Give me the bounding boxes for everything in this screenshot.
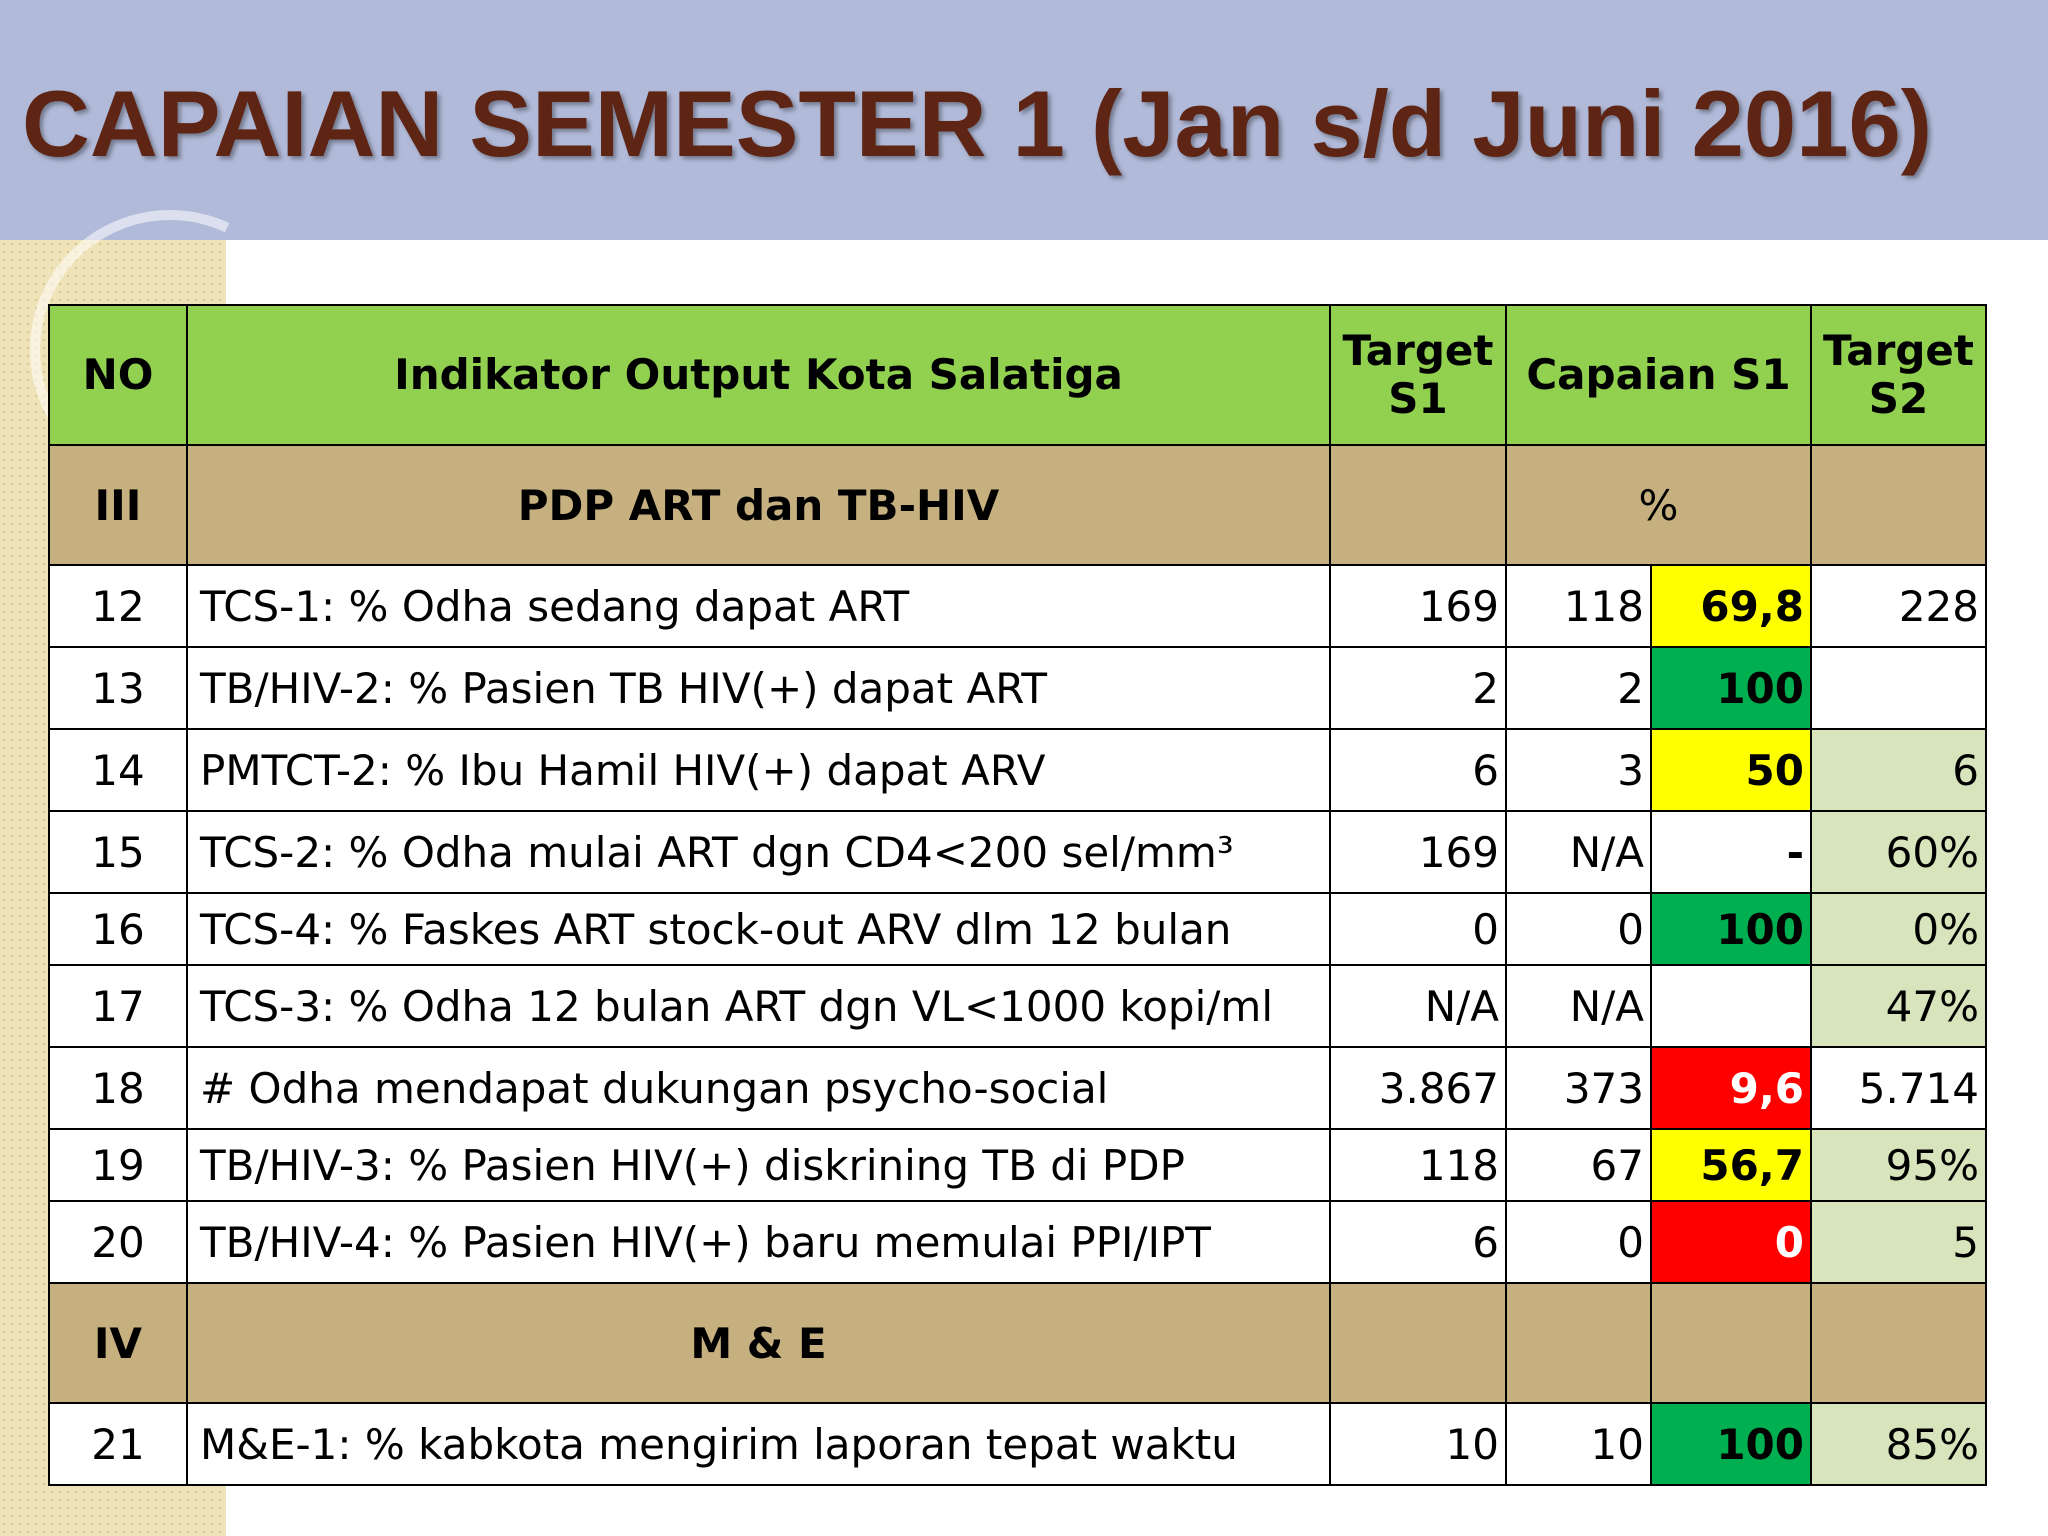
- row-no-cell: 20: [48, 1200, 188, 1284]
- row-no-cell: 15: [48, 810, 188, 894]
- row-target-s2-cell: 47%: [1810, 964, 1987, 1048]
- col-header-indicator: Indikator Output Kota Salatiga: [186, 304, 1331, 446]
- row-target-s1-cell: 169: [1329, 564, 1507, 648]
- row-target-s2-cell: 228: [1810, 564, 1987, 648]
- section-pct-label: %: [1505, 444, 1812, 566]
- table-row: 16 TCS-4: % Faskes ART stock-out ARV dlm …: [48, 892, 1987, 966]
- section-empty-cell: [1650, 1282, 1812, 1404]
- row-indicator-cell: # Odha mendapat dukungan psycho-social: [186, 1046, 1331, 1130]
- header-band: [0, 0, 2048, 240]
- row-percent-cell: 50: [1650, 728, 1812, 812]
- row-target-s2-cell: [1810, 646, 1987, 730]
- col-header-target-s1-line2: S1: [1388, 374, 1448, 423]
- col-header-target-s1-line1: Target: [1342, 326, 1494, 375]
- section-row-iv: IV M & E: [48, 1282, 1987, 1404]
- row-target-s2-cell: 60%: [1810, 810, 1987, 894]
- row-indicator-cell: TB/HIV-2: % Pasien TB HIV(+) dapat ART: [186, 646, 1331, 730]
- table-row: 12 TCS-1: % Odha sedang dapat ART 169 118 69…: [48, 564, 1987, 648]
- section-empty-cell: [1810, 444, 1987, 566]
- section-no: IV: [48, 1282, 188, 1404]
- section-no: III: [48, 444, 188, 566]
- row-target-s1-cell: 6: [1329, 1200, 1507, 1284]
- row-indicator-cell: TCS-2: % Odha mulai ART dgn CD4<200 sel/…: [186, 810, 1331, 894]
- indicator-table: NO Indikator Output Kota Salatiga Target…: [48, 304, 1987, 1486]
- row-no-cell: 17: [48, 964, 188, 1048]
- row-capaian-cell: 118: [1505, 564, 1652, 648]
- row-indicator-cell: TB/HIV-4: % Pasien HIV(+) baru memulai P…: [186, 1200, 1331, 1284]
- row-capaian-cell: N/A: [1505, 964, 1652, 1048]
- row-percent-cell: 9,6: [1650, 1046, 1812, 1130]
- row-percent-cell: -: [1650, 810, 1812, 894]
- row-no-cell: 14: [48, 728, 188, 812]
- section-title: PDP ART dan TB-HIV: [186, 444, 1331, 566]
- row-capaian-cell: 67: [1505, 1128, 1652, 1202]
- section-empty-cell: [1329, 1282, 1507, 1404]
- row-no-cell: 13: [48, 646, 188, 730]
- row-percent-cell: 100: [1650, 1402, 1812, 1486]
- row-percent-cell: [1650, 964, 1812, 1048]
- col-header-capaian-s1: Capaian S1: [1505, 304, 1812, 446]
- row-percent-cell: 100: [1650, 892, 1812, 966]
- row-capaian-cell: 373: [1505, 1046, 1652, 1130]
- row-no-cell: 12: [48, 564, 188, 648]
- section-empty-cell: [1329, 444, 1507, 566]
- row-no-cell: 19: [48, 1128, 188, 1202]
- section-row-iii: III PDP ART dan TB-HIV %: [48, 444, 1987, 566]
- col-header-target-s2-line2: S2: [1868, 374, 1929, 423]
- row-capaian-cell: 2: [1505, 646, 1652, 730]
- row-indicator-cell: PMTCT-2: % Ibu Hamil HIV(+) dapat ARV: [186, 728, 1331, 812]
- row-capaian-cell: 0: [1505, 1200, 1652, 1284]
- col-header-target-s2-line1: Target: [1823, 326, 1974, 375]
- table-row: 13 TB/HIV-2: % Pasien TB HIV(+) dapat ART…: [48, 646, 1987, 730]
- table-row: 14 PMTCT-2: % Ibu Hamil HIV(+) dapat ARV 6…: [48, 728, 1987, 812]
- table-row: 20 TB/HIV-4: % Pasien HIV(+) baru memulai…: [48, 1200, 1987, 1284]
- row-indicator-cell: TCS-1: % Odha sedang dapat ART: [186, 564, 1331, 648]
- table-row: 15 TCS-2: % Odha mulai ART dgn CD4<200 se…: [48, 810, 1987, 894]
- row-no-cell: 18: [48, 1046, 188, 1130]
- row-indicator-cell: TCS-4: % Faskes ART stock-out ARV dlm 12…: [186, 892, 1331, 966]
- table-row: 19 TB/HIV-3: % Pasien HIV(+) diskrining T…: [48, 1128, 1987, 1202]
- row-target-s1-cell: 169: [1329, 810, 1507, 894]
- row-percent-cell: 0: [1650, 1200, 1812, 1284]
- row-indicator-cell: TB/HIV-3: % Pasien HIV(+) diskrining TB …: [186, 1128, 1331, 1202]
- row-target-s1-cell: 118: [1329, 1128, 1507, 1202]
- row-target-s2-cell: 5: [1810, 1200, 1987, 1284]
- table-row: 18 # Odha mendapat dukungan psycho-social…: [48, 1046, 1987, 1130]
- row-target-s2-cell: 85%: [1810, 1402, 1987, 1486]
- row-target-s2-cell: 95%: [1810, 1128, 1987, 1202]
- row-capaian-cell: 3: [1505, 728, 1652, 812]
- row-target-s1-cell: 3.867: [1329, 1046, 1507, 1130]
- row-no-cell: 21: [48, 1402, 188, 1486]
- row-capaian-cell: N/A: [1505, 810, 1652, 894]
- row-indicator-cell: TCS-3: % Odha 12 bulan ART dgn VL<1000 k…: [186, 964, 1331, 1048]
- row-target-s2-cell: 6: [1810, 728, 1987, 812]
- row-target-s1-cell: 6: [1329, 728, 1507, 812]
- row-no-cell: 16: [48, 892, 188, 966]
- row-target-s1-cell: 10: [1329, 1402, 1507, 1486]
- row-percent-cell: 56,7: [1650, 1128, 1812, 1202]
- row-capaian-cell: 10: [1505, 1402, 1652, 1486]
- row-indicator-cell: M&E-1: % kabkota mengirim laporan tepat …: [186, 1402, 1331, 1486]
- row-target-s1-cell: N/A: [1329, 964, 1507, 1048]
- slide-title: CAPAIAN SEMESTER 1 (Jan s/d Juni 2016): [22, 71, 1933, 176]
- section-empty-cell: [1810, 1282, 1987, 1404]
- row-target-s2-cell: 5.714: [1810, 1046, 1987, 1130]
- row-target-s2-cell: 0%: [1810, 892, 1987, 966]
- table-row: 17 TCS-3: % Odha 12 bulan ART dgn VL<1000…: [48, 964, 1987, 1048]
- col-header-target-s1: Target S1: [1329, 304, 1507, 446]
- row-percent-cell: 100: [1650, 646, 1812, 730]
- col-header-no: NO: [48, 304, 188, 446]
- table-row: 21 M&E-1: % kabkota mengirim laporan tepa…: [48, 1402, 1987, 1486]
- section-empty-cell: [1505, 1282, 1652, 1404]
- section-title: M & E: [186, 1282, 1331, 1404]
- table-header-row: NO Indikator Output Kota Salatiga Target…: [48, 304, 1987, 446]
- row-capaian-cell: 0: [1505, 892, 1652, 966]
- row-target-s1-cell: 2: [1329, 646, 1507, 730]
- row-percent-cell: 69,8: [1650, 564, 1812, 648]
- row-target-s1-cell: 0: [1329, 892, 1507, 966]
- col-header-target-s2: Target S2: [1810, 304, 1987, 446]
